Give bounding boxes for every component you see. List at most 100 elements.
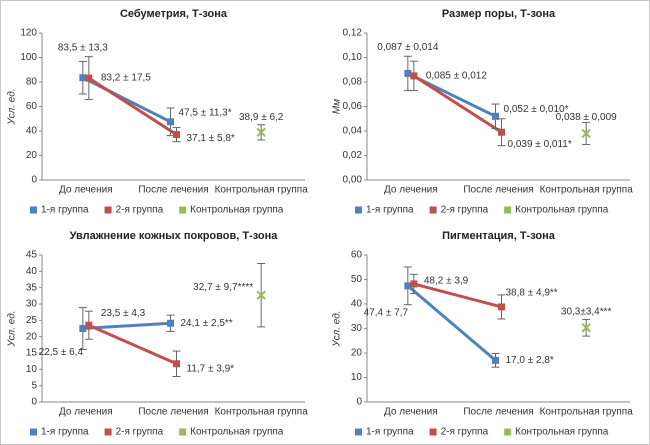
- legend-swatch: [104, 206, 112, 214]
- data-label: 0,039 ± 0,011*: [508, 139, 572, 150]
- data-label: 83,2 ± 17,5: [101, 73, 151, 84]
- y-tick-label: 20: [26, 331, 38, 342]
- data-label: 0,052 ± 0,010*: [504, 104, 569, 115]
- y-tick-label: 40: [26, 126, 38, 137]
- legend-swatch: [355, 206, 362, 214]
- y-tick-label: 0,08: [343, 77, 363, 88]
- y-tick-label: 0,04: [343, 126, 363, 137]
- data-point: [498, 303, 505, 311]
- x-tick-label: После лечения: [138, 185, 208, 196]
- y-tick-label: 0,10: [343, 52, 363, 63]
- legend-label: 2-я группа: [441, 427, 489, 438]
- chart-panel: Себуметрия, Т-зона Усл. ед. 0 20 40 60 80 100 12…: [7, 8, 309, 216]
- legend-label: 1-я группа: [366, 427, 414, 438]
- data-label: 38,8 ± 4,9**: [506, 288, 558, 299]
- data-label: 32,7 ± 9,7****: [193, 282, 253, 293]
- x-tick-label: После лечения: [463, 407, 533, 418]
- data-point: [492, 356, 499, 364]
- y-tick-label: 0,12: [343, 28, 363, 39]
- y-tick-label: 0: [31, 175, 37, 186]
- data-point: [404, 69, 412, 77]
- data-label: 24,1 ± 2,5**: [181, 318, 233, 329]
- data-point: [256, 290, 266, 300]
- data-point: [256, 127, 266, 138]
- data-point: [85, 321, 93, 329]
- chart-panel: Увлажнение кожных покровов, Т-зона Усл. е…: [7, 230, 309, 438]
- data-point: [581, 323, 591, 333]
- x-tick-label: Контрольная группа: [540, 407, 634, 418]
- data-label: 47,5 ± 11,3*: [179, 107, 232, 118]
- legend-swatch: [504, 206, 512, 214]
- data-point: [498, 128, 505, 136]
- chart-title: Себуметрия, Т-зона: [120, 8, 228, 20]
- data-label: 0,085 ± 0,012: [426, 71, 488, 82]
- chart-panel: Размер поры, Т-зона Мм 0,00 0,02 0,04 0,06 0,0…: [332, 8, 634, 216]
- x-tick-label: Контрольная группа: [215, 185, 309, 196]
- x-tick-label: До лечения: [384, 185, 438, 196]
- x-tick-label: До лечения: [59, 185, 113, 196]
- chart-title: Увлажнение кожных покровов, Т-зона: [70, 230, 279, 242]
- y-tick-label: 35: [26, 282, 38, 293]
- legend-label: 1-я группа: [366, 205, 414, 216]
- data-point: [79, 74, 87, 82]
- data-label: 48,2 ± 3,9: [424, 276, 469, 287]
- chart-title: Пигментация, Т-зона: [442, 230, 556, 242]
- data-label: 30,3±3,4***: [561, 306, 612, 317]
- legend-label: Контрольная группа: [190, 427, 284, 438]
- legend-swatch: [30, 428, 37, 436]
- legend-label: Контрольная группа: [190, 205, 284, 216]
- data-label: 38,9 ± 6,2: [239, 112, 284, 123]
- y-tick-label: 25: [26, 315, 38, 326]
- x-tick-label: После лечения: [463, 185, 533, 196]
- data-label: 23,5 ± 4,3: [101, 308, 146, 319]
- series-line: [413, 74, 503, 134]
- y-tick-label: 50: [351, 274, 363, 285]
- series-line: [88, 76, 178, 136]
- data-point: [410, 280, 418, 288]
- data-label: 0,087 ± 0,014: [377, 42, 439, 53]
- y-tick-label: 60: [26, 101, 38, 112]
- legend-swatch: [30, 206, 37, 214]
- data-label: 11,7 ± 3,9*: [187, 363, 235, 374]
- legend-label: 2-я группа: [116, 427, 164, 438]
- y-tick-label: 0,02: [343, 150, 363, 161]
- legend-label: 2-я группа: [441, 205, 489, 216]
- data-label: 22,5 ± 6,4: [39, 347, 84, 358]
- legend-swatch: [179, 206, 187, 214]
- y-tick-label: 40: [26, 266, 38, 277]
- data-label: 83,5 ± 13,3: [58, 42, 108, 53]
- legend-label: 1-я группа: [41, 427, 89, 438]
- y-tick-label: 10: [351, 372, 363, 383]
- y-tick-label: 100: [20, 52, 37, 63]
- data-point: [173, 131, 180, 139]
- legend-label: 2-я группа: [116, 205, 164, 216]
- data-point: [404, 282, 412, 290]
- legend-swatch: [179, 428, 187, 436]
- legend-swatch: [504, 428, 512, 436]
- data-point: [79, 325, 87, 332]
- legend-swatch: [104, 428, 112, 436]
- chart-title: Размер поры, Т-зона: [442, 8, 556, 20]
- legend-label: 1-я группа: [41, 205, 89, 216]
- data-label: 47,4 ± 7,7: [364, 308, 409, 319]
- y-tick-label: 5: [31, 380, 37, 391]
- data-label: 0,038 ± 0,009: [556, 112, 618, 123]
- data-label: 17,0 ± 2,8*: [506, 355, 554, 366]
- legend-swatch: [355, 428, 362, 436]
- data-label: 37,1 ± 5,8*: [187, 133, 235, 144]
- x-tick-label: До лечения: [59, 407, 113, 418]
- y-tick-label: 30: [351, 323, 363, 334]
- y-tick-label: 30: [26, 299, 38, 310]
- y-tick-label: 20: [351, 348, 363, 359]
- data-point: [581, 128, 591, 139]
- data-point: [167, 118, 174, 126]
- y-tick-label: 0: [356, 397, 362, 408]
- legend-swatch: [429, 206, 437, 214]
- y-tick-label: 40: [351, 299, 363, 310]
- legend-label: Контрольная группа: [515, 427, 609, 438]
- legend-swatch: [429, 428, 437, 436]
- data-point: [173, 360, 180, 368]
- x-tick-label: После лечения: [138, 407, 208, 418]
